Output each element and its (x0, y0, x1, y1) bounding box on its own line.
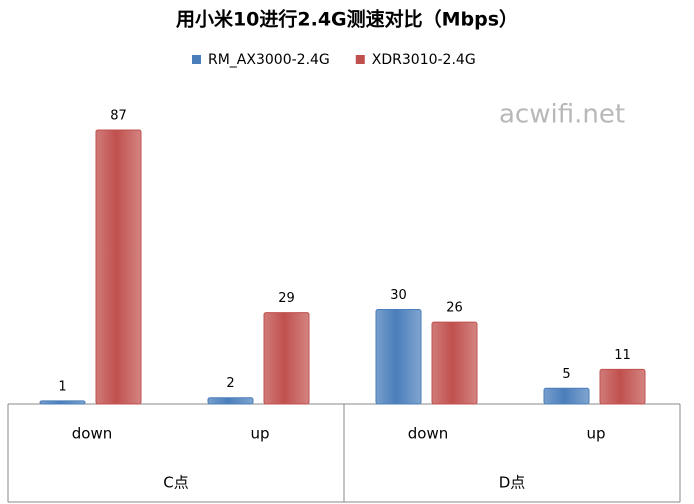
bar (599, 368, 646, 405)
data-label: 5 (562, 367, 570, 382)
bar (207, 397, 254, 405)
chart-title: 用小米10进行2.4G测速对比（Mbps） (176, 8, 518, 31)
legend-swatch (355, 55, 365, 64)
x-tick-label: up (250, 425, 269, 443)
data-label: 87 (110, 108, 127, 123)
data-label: 26 (446, 301, 463, 316)
data-label: 2 (226, 376, 234, 391)
data-label: 1 (58, 379, 66, 394)
bar (95, 129, 142, 405)
legend-label: RM_AX3000-2.4G (208, 52, 330, 68)
bar (39, 400, 86, 405)
group-label: D点 (499, 474, 526, 492)
bar (263, 312, 310, 405)
legend-swatch (192, 55, 201, 64)
x-tick-label: down (408, 425, 448, 443)
bar (543, 387, 590, 405)
legend-label: XDR3010-2.4G (372, 52, 476, 68)
bar (431, 321, 478, 405)
data-label: 30 (390, 288, 407, 303)
data-label: 29 (278, 291, 295, 306)
group-label: C点 (163, 474, 188, 492)
data-label: 11 (614, 348, 631, 363)
watermark: acwifi.net (499, 100, 625, 130)
bar (375, 309, 422, 405)
x-tick-label: up (586, 425, 605, 443)
x-tick-label: down (72, 425, 112, 443)
